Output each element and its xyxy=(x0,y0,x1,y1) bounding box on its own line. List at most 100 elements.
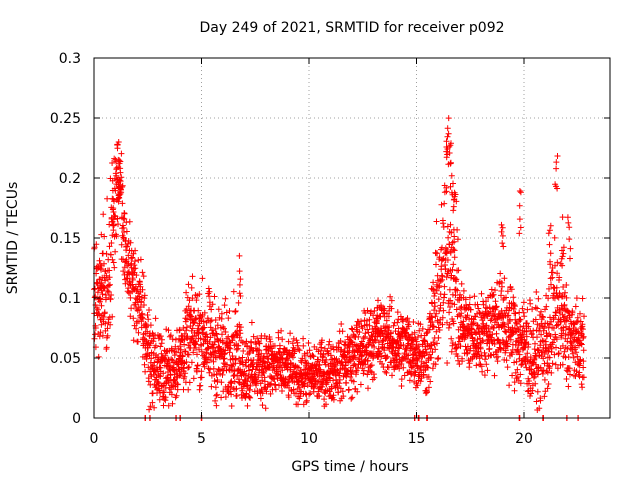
data-point xyxy=(563,294,570,301)
data-point xyxy=(474,322,481,329)
data-point xyxy=(412,369,419,376)
data-point xyxy=(499,283,505,290)
data-point xyxy=(146,307,152,313)
data-point xyxy=(515,335,522,342)
data-point xyxy=(330,396,337,403)
data-point xyxy=(216,345,223,352)
data-point xyxy=(115,198,122,205)
data-point xyxy=(355,333,362,340)
data-point xyxy=(390,322,397,329)
data-point xyxy=(540,355,547,362)
data-point xyxy=(506,382,513,389)
data-point xyxy=(213,330,220,337)
data-point xyxy=(218,379,225,386)
data-point xyxy=(139,310,146,317)
data-point xyxy=(199,275,206,282)
data-point xyxy=(159,336,165,343)
data-point xyxy=(120,268,127,275)
data-point xyxy=(318,386,325,393)
data-point xyxy=(451,247,458,254)
data-point xyxy=(275,368,282,375)
data-point xyxy=(158,350,165,357)
data-point xyxy=(549,360,556,367)
data-point xyxy=(300,335,307,342)
data-point xyxy=(235,299,242,306)
data-point xyxy=(102,320,109,327)
data-point xyxy=(96,257,103,264)
data-point xyxy=(100,314,107,320)
data-point xyxy=(401,372,408,379)
data-point xyxy=(306,391,313,398)
data-point xyxy=(116,184,123,191)
data-point xyxy=(262,405,269,412)
data-point xyxy=(439,321,446,328)
data-point xyxy=(560,327,567,334)
data-point xyxy=(502,347,509,354)
data-point xyxy=(140,315,146,322)
data-point xyxy=(492,306,499,313)
data-point xyxy=(442,265,449,272)
data-point xyxy=(447,304,453,310)
data-point xyxy=(394,338,401,345)
data-point xyxy=(567,371,573,378)
data-point xyxy=(394,319,401,326)
data-point xyxy=(194,362,201,369)
data-point xyxy=(451,254,458,261)
data-point xyxy=(105,282,112,289)
data-point xyxy=(547,258,553,265)
data-point xyxy=(156,372,163,379)
data-point xyxy=(176,326,183,333)
data-point xyxy=(236,290,243,297)
data-point xyxy=(233,346,240,353)
data-point xyxy=(433,287,440,294)
data-point xyxy=(228,391,235,398)
data-point xyxy=(394,309,401,316)
data-point xyxy=(444,125,451,132)
data-point xyxy=(108,292,115,298)
data-point xyxy=(201,309,208,316)
data-point xyxy=(113,166,120,173)
data-point xyxy=(371,344,378,350)
data-point xyxy=(545,295,552,302)
data-point xyxy=(277,372,284,378)
data-point xyxy=(236,327,243,334)
data-point xyxy=(443,138,450,145)
data-point xyxy=(156,396,163,403)
data-point xyxy=(295,346,302,353)
data-point xyxy=(248,344,255,351)
data-point xyxy=(282,375,289,382)
data-point xyxy=(115,139,122,145)
data-point xyxy=(103,250,110,257)
data-point xyxy=(491,372,498,379)
data-point xyxy=(532,380,539,387)
data-point xyxy=(121,216,128,222)
data-point xyxy=(573,319,580,326)
data-point xyxy=(326,374,333,381)
data-point xyxy=(295,401,301,408)
data-point xyxy=(429,365,436,372)
data-point xyxy=(466,301,473,308)
data-point xyxy=(507,336,514,343)
data-point xyxy=(231,334,237,341)
data-point xyxy=(559,214,566,221)
data-point xyxy=(532,304,539,311)
data-point xyxy=(364,326,371,333)
data-point xyxy=(454,287,461,294)
data-point xyxy=(396,365,403,372)
x-tick-label: 15 xyxy=(408,431,426,447)
data-point xyxy=(337,338,344,344)
data-point xyxy=(190,320,197,327)
data-point xyxy=(457,305,464,312)
data-point xyxy=(448,229,455,236)
data-point xyxy=(455,267,462,274)
data-point xyxy=(375,297,381,304)
data-point xyxy=(203,331,210,338)
data-point xyxy=(559,253,566,260)
data-point xyxy=(149,399,156,406)
data-point xyxy=(430,279,437,286)
data-point xyxy=(222,329,229,335)
data-point xyxy=(112,187,119,194)
data-point xyxy=(111,155,118,162)
data-point xyxy=(446,150,453,156)
data-point xyxy=(160,402,167,409)
